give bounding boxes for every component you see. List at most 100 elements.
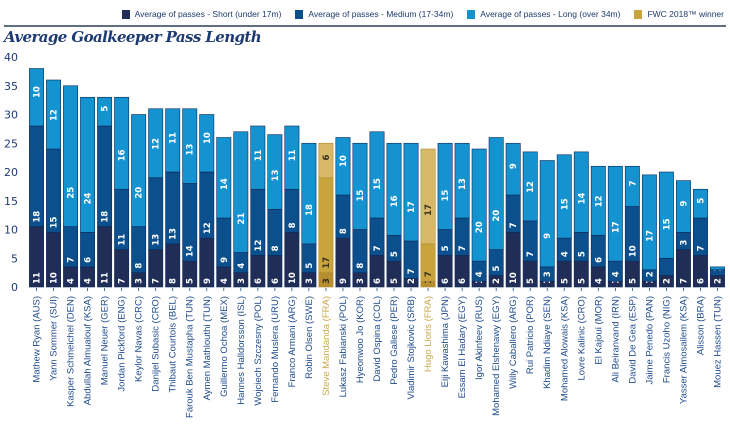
bar-group: 4 7 25 (63, 85, 79, 288)
data-label-short: 6 (696, 278, 706, 284)
data-label-long: 15 (662, 218, 672, 230)
data-label-medium: 7 (407, 268, 417, 274)
bar-group: 6 7 5 (693, 188, 708, 288)
bar-segment-long (488, 137, 504, 250)
x-tick-label: Abdullah Almuaiouf (KSA) (83, 296, 94, 405)
bar-group: 7 11 16 (114, 96, 130, 288)
bar-group: 9 8 10 (335, 137, 351, 288)
data-label-short: 7 (118, 278, 128, 284)
x-tick-label: Jaime Penedo (PAN) (644, 296, 655, 385)
bar-segment-long (369, 131, 385, 219)
data-label-medium: 9 (220, 257, 230, 263)
data-label-medium: 4 (237, 263, 247, 269)
data-label-long: 10 (339, 155, 349, 167)
bar-group: 2 5 20 (488, 137, 504, 288)
data-label-medium: 18 (33, 211, 43, 223)
data-label-short: 7 (679, 278, 689, 284)
bar-segment-long (556, 154, 572, 239)
bar-segment-long (573, 151, 589, 233)
data-label-short: 4 (84, 278, 94, 284)
bar-group: 3 8 20 (131, 114, 147, 288)
data-label-long: 13 (186, 144, 196, 156)
data-label-medium: 8 (356, 263, 366, 269)
data-label-long: 6 (322, 155, 332, 161)
y-tick-label: 25 (4, 137, 18, 150)
data-label-short: 8 (169, 278, 179, 284)
x-tick-label: Hugo Lloris (FRA) (423, 296, 434, 372)
bar-group: 11 18 5 (97, 96, 113, 288)
bar-group: 8 13 11 (165, 108, 181, 288)
y-tick-label: 40 (4, 51, 18, 64)
data-label-short: 5 (186, 278, 196, 284)
bar-group: 6 7 13 (454, 142, 470, 288)
bar-group: 2 7 17 (403, 142, 419, 288)
x-tick-label: Pedro Gallese (PER) (389, 296, 400, 385)
y-tick-label: 35 (4, 80, 18, 93)
data-label-long: 25 (67, 187, 77, 199)
bar-segment-long (675, 180, 691, 233)
data-label-long: 16 (390, 195, 400, 207)
x-tick-label: Jordan Pickford (ENG) (117, 296, 128, 392)
data-label-medium: 4 (475, 271, 485, 277)
x-tick-label: Francis Uzoho (NIG) (661, 296, 672, 383)
bar-segment-long (301, 142, 317, 245)
bar-segment-long (114, 96, 130, 190)
bar-group: 4 6 12 (590, 165, 606, 288)
x-tick-label: Kasper Schmeichel (DEN) (66, 296, 77, 407)
data-label-medium: 5 (305, 263, 315, 269)
data-label-short: 9 (339, 278, 349, 284)
data-label-short: 2 (492, 278, 502, 284)
data-label-medium: 8 (271, 245, 281, 251)
data-label-long: 12 (594, 195, 604, 207)
bar-group: 3 17 6 (318, 142, 334, 288)
bar-segment-long (471, 148, 487, 262)
bar-group: 1417 (607, 165, 623, 288)
data-label-long: 11 (288, 149, 298, 161)
legend-swatch (467, 9, 476, 19)
data-label-long: 10 (203, 132, 213, 144)
data-label-short: 3 (237, 278, 247, 284)
data-label-short: 3 (356, 278, 366, 284)
data-label-long: 17 (424, 204, 434, 216)
data-label-long: 15 (560, 198, 570, 210)
bar-group: 2 15 (658, 171, 674, 288)
data-label-medium: 12 (254, 239, 264, 251)
data-label-short: 5 (526, 278, 536, 284)
x-tick-label: Aymen Mathlouthi (TUN) (202, 296, 213, 400)
bar-segment-long (590, 165, 606, 236)
x-tick-label: Fernando Muslera (URU) (270, 296, 281, 403)
data-label-medium: 14 (186, 245, 196, 257)
y-tick-label: 30 (4, 109, 18, 122)
bar-segment-medium (658, 257, 674, 276)
data-label-short: 5 (560, 278, 570, 284)
bar-group: 21 (710, 266, 725, 288)
data-label-long: 20 (135, 187, 145, 199)
data-label-long: 17 (407, 201, 417, 213)
x-tick-label: Mathew Ryan (AUS) (32, 296, 43, 383)
data-label-medium: 5 (441, 245, 451, 251)
data-label-short: 11 (33, 272, 43, 284)
data-label-short: 6 (373, 278, 383, 284)
data-label-medium: 7 (373, 245, 383, 251)
bar-group: 1420 (471, 148, 487, 288)
bar-group: 6 8 13 (267, 134, 283, 288)
bar-group: 10 15 12 (46, 79, 61, 288)
bar-segment-long (233, 131, 249, 253)
chart-title: Average Goalkeeper Pass Length (4, 28, 262, 46)
data-label-medium: 7 (424, 271, 434, 277)
x-tick-label: Steve Mandanda (FRA) (321, 296, 332, 396)
data-label-long: 14 (577, 192, 587, 204)
x-tick-label: Farouk Ben Mustapha (TUN) (185, 296, 196, 418)
bar-group: 5 5 14 (573, 151, 589, 288)
bar-segment-long (97, 96, 113, 127)
data-label-long: 15 (373, 178, 383, 190)
data-label-medium: 8 (339, 228, 349, 234)
x-tick-label: Ali Beiranvand (IRN) (610, 296, 621, 383)
bar-group: 10 7 9 (505, 142, 521, 288)
bar-group: 9 12 10 (199, 114, 215, 288)
data-label-medium: 7 (526, 251, 536, 257)
x-tick-label: Mohamed Elshenawy (EGY) (491, 296, 502, 416)
data-label-long: 11 (254, 149, 264, 161)
x-tick-label: Vladimir Stojkovic (SRB) (406, 296, 417, 399)
bar-segment-long (386, 142, 402, 236)
